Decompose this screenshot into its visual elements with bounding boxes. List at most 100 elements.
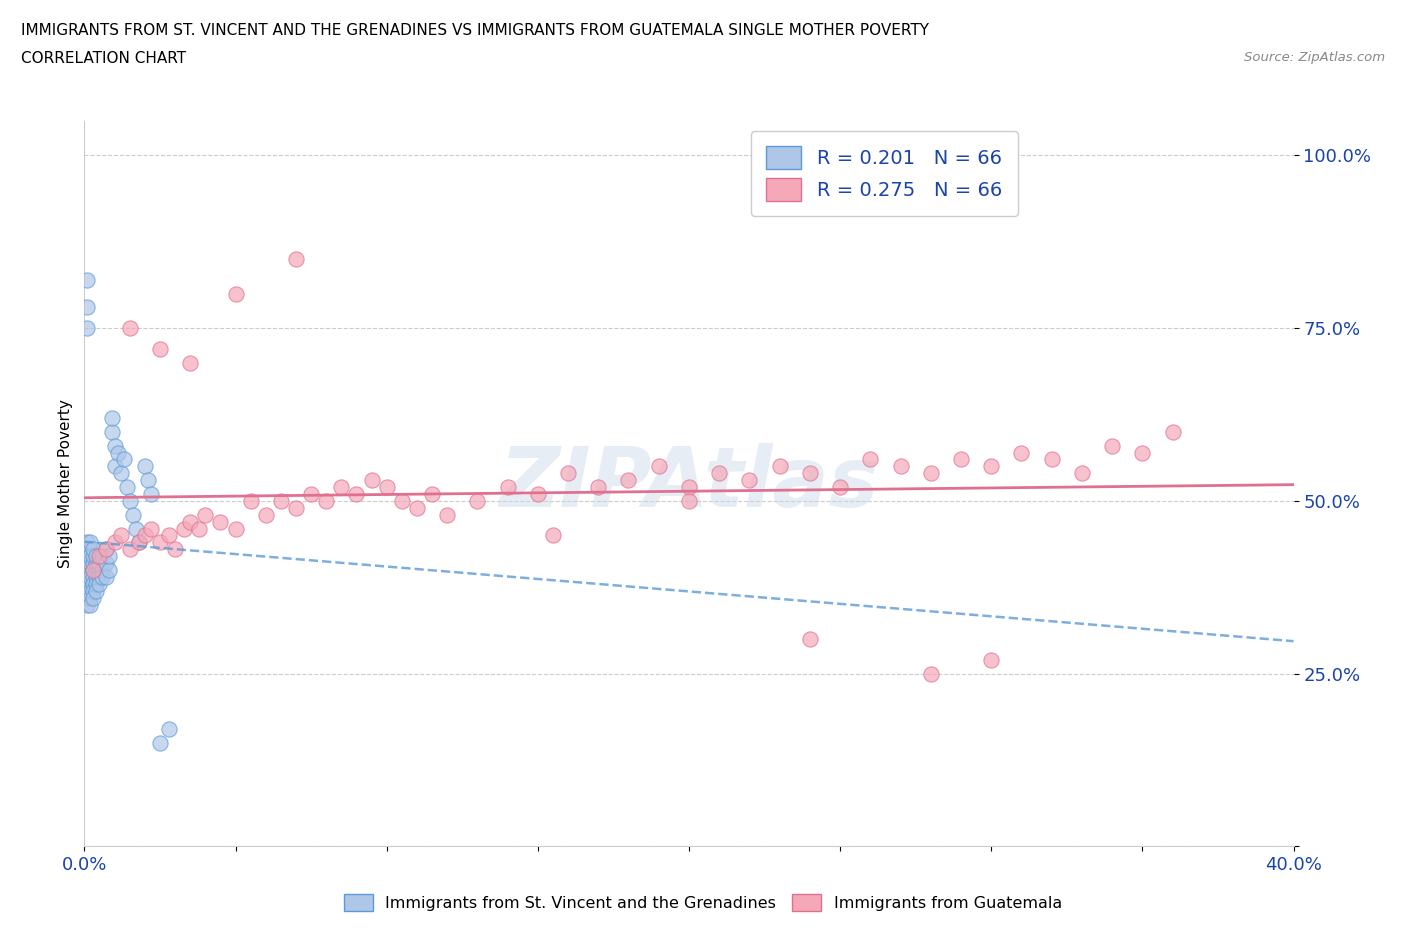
Point (149, 736, 172, 751)
Point (678, 494, 700, 509)
Point (285, 252, 308, 267)
Point (149, 535, 172, 550)
Point (91, 549, 114, 564)
Point (588, 480, 610, 495)
Text: ZIPAtlas: ZIPAtlas (499, 443, 879, 525)
Point (104, 535, 127, 550)
Point (678, 480, 700, 495)
Point (79, 555, 101, 570)
Point (980, 652, 1002, 667)
Point (86, 549, 108, 564)
Point (330, 480, 353, 495)
Point (82, 569, 104, 584)
Point (496, 480, 519, 495)
Point (76, 563, 98, 578)
Point (79, 597, 101, 612)
Point (859, 452, 882, 467)
Point (121, 507, 143, 522)
Point (134, 458, 156, 473)
Point (225, 286, 247, 301)
Point (86, 577, 108, 591)
Point (738, 472, 761, 487)
Point (225, 521, 247, 536)
Point (118, 321, 141, 336)
Point (799, 466, 821, 481)
Point (89, 569, 111, 584)
Point (76, 549, 98, 564)
Point (89, 563, 111, 578)
Point (91, 563, 114, 578)
Point (110, 466, 132, 481)
Point (89, 577, 111, 591)
Point (82, 577, 104, 591)
Point (541, 528, 564, 543)
Point (617, 472, 640, 487)
Point (76, 321, 98, 336)
Point (94, 542, 117, 557)
Point (94, 555, 117, 570)
Point (179, 355, 201, 370)
Point (91, 569, 114, 584)
Point (82, 542, 104, 557)
Point (950, 452, 973, 467)
Point (86, 563, 108, 578)
Point (769, 458, 792, 473)
Point (1130, 445, 1153, 460)
Point (97, 549, 120, 564)
Point (100, 410, 122, 425)
Point (82, 563, 104, 578)
Point (76, 300, 98, 315)
Text: CORRELATION CHART: CORRELATION CHART (21, 51, 186, 66)
Point (97, 563, 120, 578)
Point (890, 458, 912, 473)
Point (82, 555, 104, 570)
Point (79, 577, 101, 591)
Point (315, 494, 337, 509)
Point (107, 445, 129, 460)
Point (79, 563, 101, 578)
Point (125, 521, 148, 536)
Point (270, 494, 292, 509)
Point (467, 494, 489, 509)
Point (76, 577, 98, 591)
Point (136, 472, 159, 487)
Point (79, 583, 101, 598)
Point (139, 521, 162, 536)
Point (527, 486, 550, 501)
Point (194, 507, 217, 522)
Point (79, 549, 101, 564)
Point (799, 631, 821, 646)
Point (118, 494, 141, 509)
Point (82, 549, 104, 564)
Point (391, 494, 413, 509)
Point (436, 507, 458, 522)
Point (920, 466, 942, 481)
Legend: Immigrants from St. Vincent and the Grenadines, Immigrants from Guatemala: Immigrants from St. Vincent and the Gren… (337, 888, 1069, 917)
Point (76, 555, 98, 570)
Point (104, 458, 127, 473)
Point (76, 569, 98, 584)
Point (165, 542, 187, 557)
Point (94, 569, 117, 584)
Point (406, 500, 429, 515)
Point (100, 424, 122, 439)
Point (1101, 438, 1123, 453)
Text: Source: ZipAtlas.com: Source: ZipAtlas.com (1244, 51, 1385, 64)
Point (179, 514, 201, 529)
Point (79, 535, 101, 550)
Point (346, 486, 368, 501)
Point (86, 583, 108, 598)
Point (86, 569, 108, 584)
Point (830, 480, 852, 495)
Point (285, 500, 308, 515)
Point (118, 542, 141, 557)
Point (1011, 445, 1033, 460)
Point (76, 542, 98, 557)
Point (149, 341, 172, 356)
Point (82, 591, 104, 605)
Point (920, 666, 942, 681)
Point (89, 549, 111, 564)
Point (188, 521, 211, 536)
Point (139, 486, 162, 501)
Point (76, 591, 98, 605)
